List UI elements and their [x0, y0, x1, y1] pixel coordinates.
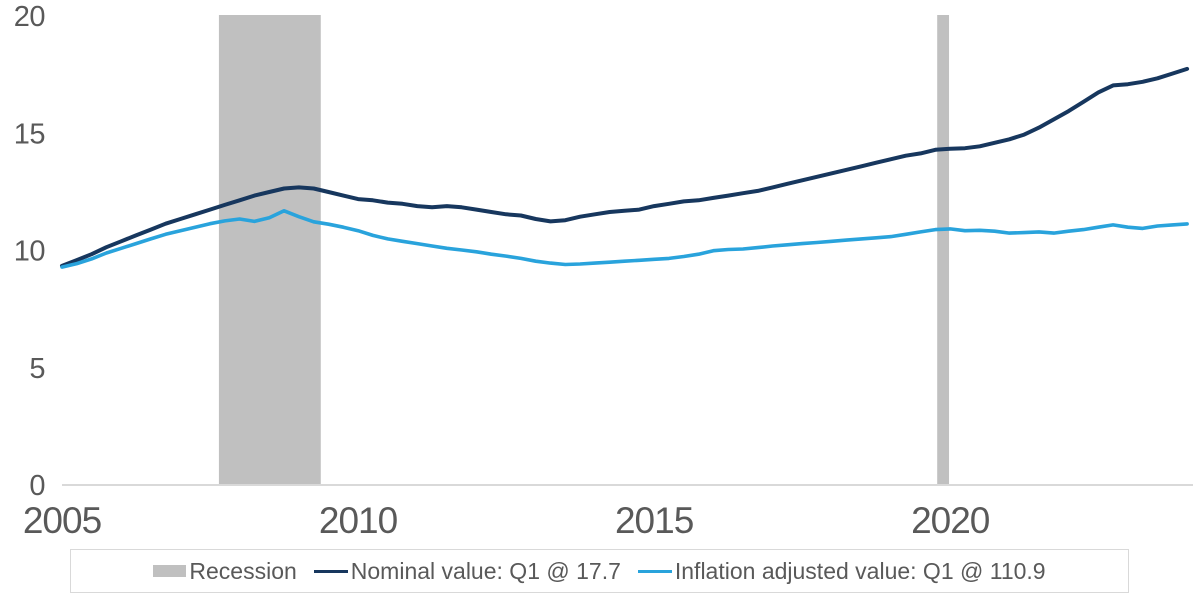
line-chart-plot: 0 5 10 15 20 2005 2010 2015 2020	[14, 1, 1193, 541]
y-tick-label-20: 20	[14, 1, 45, 33]
y-tick-label-10: 10	[14, 236, 45, 268]
legend-item-recession: Recession	[153, 557, 297, 585]
nominal-value-line	[60, 66, 1190, 268]
inflation-adjusted-line-swatch	[637, 569, 672, 573]
legend-label-nominal: Nominal value: Q1 @ 17.7	[350, 557, 621, 584]
chart-legend: Recession Nominal value: Q1 @ 17.7 Infla…	[70, 549, 1129, 593]
inflation-adjusted-value-line	[60, 209, 1189, 269]
x-tick-label-2015: 2015	[615, 500, 694, 541]
nominal-line-swatch	[313, 569, 348, 573]
legend-item-nominal: Nominal value: Q1 @ 17.7	[313, 557, 621, 585]
legend-label-inflation-adjusted: Inflation adjusted value: Q1 @ 110.9	[674, 557, 1046, 584]
x-tick-label-2010: 2010	[319, 500, 398, 541]
legend-item-inflation-adjusted: Inflation adjusted value: Q1 @ 110.9	[637, 557, 1046, 585]
x-tick-label-2005: 2005	[23, 500, 102, 541]
recession-band-1	[218, 15, 321, 485]
recession-swatch	[153, 565, 187, 577]
y-tick-label-0: 0	[29, 470, 45, 502]
recession-band-2	[937, 15, 950, 485]
legend-label-recession: Recession	[189, 557, 297, 584]
x-tick-label-2020: 2020	[911, 500, 990, 541]
y-tick-label-5: 5	[29, 353, 45, 385]
y-tick-label-15: 15	[14, 118, 45, 150]
